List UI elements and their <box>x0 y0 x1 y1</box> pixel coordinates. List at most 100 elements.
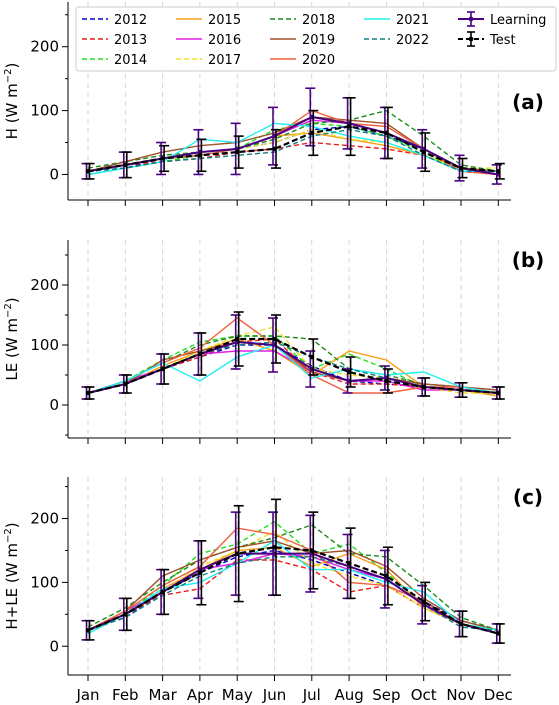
x-tick-label: Sep <box>372 686 400 704</box>
grid-lines <box>87 240 499 438</box>
y-tick-label: 100 <box>30 102 59 120</box>
x-tick-label: May <box>222 686 253 704</box>
legend: 2012 2013 2014 2015 2016 2017 2018 2019 2020 2021… <box>75 6 557 72</box>
test-point <box>123 381 128 387</box>
x-tick-label: Nov <box>446 686 475 704</box>
test-point <box>496 169 501 174</box>
legend-marker-learning <box>468 16 474 22</box>
learning-line <box>87 115 499 176</box>
test-point <box>384 573 389 579</box>
test-point <box>421 384 426 390</box>
test-point <box>384 378 389 384</box>
y-tick-label: 200 <box>30 38 59 56</box>
grid-lines <box>87 477 499 675</box>
learning-line <box>87 552 499 635</box>
test-point <box>458 165 464 171</box>
legend-marker-test <box>468 36 474 42</box>
test-point <box>346 124 352 129</box>
test-point <box>160 156 165 161</box>
panel-3: 0 100 200 H+LE (W m−2) (c) <box>3 477 543 681</box>
y-tick-label: 200 <box>30 510 59 528</box>
legend-label-2020: 2020 <box>302 53 335 68</box>
test-point <box>197 351 203 357</box>
test-point <box>496 631 501 636</box>
test-point <box>235 149 240 155</box>
legend-label-2019: 2019 <box>302 33 335 48</box>
series-2022 <box>87 556 499 631</box>
series-2019 <box>87 341 499 394</box>
legend-label-2017: 2017 <box>208 53 241 68</box>
series-2014 <box>87 520 499 635</box>
series-2021 <box>87 540 499 635</box>
series-2020 <box>87 109 499 176</box>
series-2018 <box>87 109 499 172</box>
test-point <box>421 599 426 604</box>
test-line <box>87 546 499 635</box>
test-point <box>123 162 128 168</box>
test-point <box>197 153 203 158</box>
x-tick-label: Aug <box>334 686 363 704</box>
y-tick-label: 0 <box>49 637 59 655</box>
panel-label: (a) <box>512 90 544 114</box>
series-2012 <box>87 549 499 631</box>
legend-label-2016: 2016 <box>208 33 241 48</box>
test-point <box>421 149 426 155</box>
panel-1: 0 100 200 H (W m−2) (a) <box>3 2 544 206</box>
legend-label-2021: 2021 <box>396 13 429 28</box>
learning-error-bars <box>81 87 502 185</box>
test-point <box>272 545 277 550</box>
test-error-bars <box>84 498 505 644</box>
test-line <box>87 337 499 395</box>
series-2021 <box>87 344 499 394</box>
legend-label-2012: 2012 <box>114 13 147 28</box>
plot-area <box>81 87 505 185</box>
series-2019 <box>87 540 499 631</box>
series-2016 <box>87 552 499 635</box>
series-2016 <box>87 119 499 176</box>
test-point <box>235 336 240 342</box>
y-axis-label: H (W m−2) <box>3 63 21 140</box>
test-point <box>384 130 389 136</box>
series-2015 <box>87 132 499 172</box>
y-axis-label: H+LE (W m−2) <box>3 522 21 629</box>
test-point <box>272 336 277 342</box>
test-error-bars <box>84 97 505 180</box>
panels: 0 100 200 H (W m−2) (a) 0 100 200 LE (W m−2) (b) 0… <box>3 2 544 681</box>
test-point <box>496 390 501 396</box>
test-point <box>346 369 352 375</box>
x-tick-label: Jan <box>75 686 99 704</box>
x-tick-label: Apr <box>187 686 214 704</box>
y-tick-label: 200 <box>30 276 59 294</box>
series-2015 <box>87 546 499 635</box>
legend-label-learning: Learning <box>490 13 546 28</box>
test-point <box>160 366 165 372</box>
test-point <box>235 551 240 556</box>
panel-label: (c) <box>513 485 543 509</box>
legend-label-2014: 2014 <box>114 53 147 68</box>
legend-label-2018: 2018 <box>302 13 335 28</box>
y-tick-label: 0 <box>49 165 59 183</box>
y-tick-label: 100 <box>30 336 59 354</box>
legend-label-2015: 2015 <box>208 13 241 28</box>
series-2020 <box>87 527 499 635</box>
x-tick-label: Jul <box>302 686 321 704</box>
test-point <box>272 146 277 152</box>
y-axis-label: LE (W m−2) <box>3 297 21 380</box>
panel-label: (b) <box>512 248 545 272</box>
plot-area <box>81 311 505 400</box>
legend-label-2013: 2013 <box>114 33 147 48</box>
panel-2: 0 100 200 LE (W m−2) (b) <box>3 240 544 444</box>
series-2018 <box>87 524 499 631</box>
test-point <box>85 169 91 174</box>
x-tick-label: Dec <box>484 686 513 704</box>
month-tick-labels: Jan Feb Mar Apr May Jun Jul Aug Sep Oct Nov Dec <box>75 686 512 704</box>
test-point <box>346 561 352 566</box>
series-2022 <box>87 128 499 173</box>
x-tick-label: Mar <box>148 686 177 704</box>
test-point <box>309 548 314 553</box>
test-point <box>85 628 91 633</box>
series-2013 <box>87 338 499 394</box>
series-2017 <box>87 128 499 172</box>
legend-label-2022: 2022 <box>396 33 429 48</box>
